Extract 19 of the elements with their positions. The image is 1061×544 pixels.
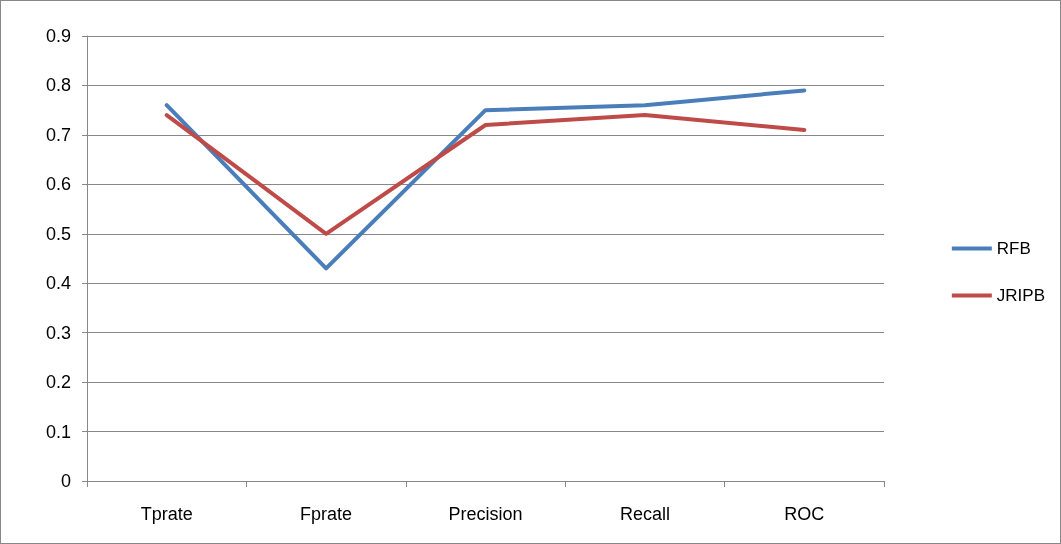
x-tick-label: Tprate (140, 504, 193, 524)
legend-label: RFB (996, 239, 1031, 258)
y-tick-label: 0.6 (45, 174, 71, 195)
x-tick-label: Fprate (300, 504, 353, 524)
x-tick-label: ROC (784, 504, 825, 524)
y-tick-label: 0.3 (45, 322, 71, 343)
y-tick-label: 0.8 (45, 75, 71, 96)
y-tick-label: 0.7 (45, 124, 71, 145)
x-tick-label: Recall (619, 504, 670, 524)
line-series (164, 113, 807, 236)
line-series (164, 88, 807, 271)
y-tick-label: 0.2 (45, 372, 71, 393)
x-tick-label: Precision (448, 504, 523, 524)
y-tick-label: 0.9 (45, 26, 71, 46)
y-tick-label: 0.5 (45, 223, 71, 244)
y-tick-label: 0 (60, 471, 71, 491)
legend-label: JRIPB (996, 286, 1046, 305)
y-tick-label: 0.1 (45, 421, 71, 442)
y-tick-label: 0.4 (45, 273, 71, 294)
